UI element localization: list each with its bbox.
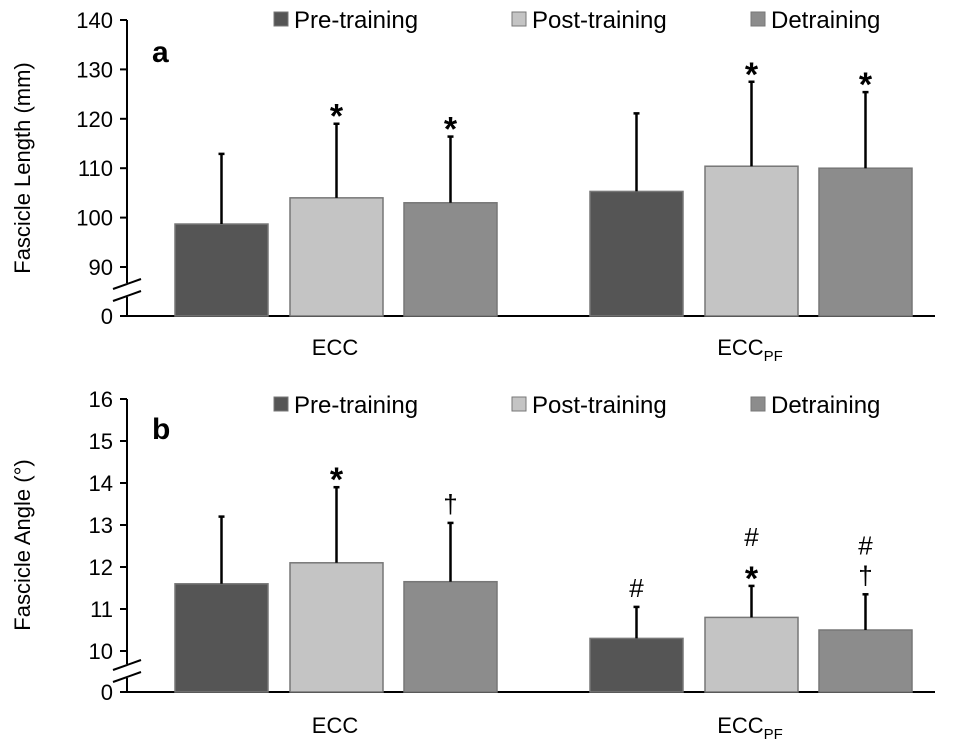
significance-marker: * xyxy=(330,98,344,136)
y-axis-label: Fascicle Angle (°) xyxy=(10,459,35,630)
bar xyxy=(174,223,269,317)
bar xyxy=(818,629,913,693)
significance-marker: * xyxy=(745,56,759,94)
panel-label: b xyxy=(152,413,170,446)
bar xyxy=(589,637,684,693)
bar xyxy=(589,190,684,317)
legend-swatch xyxy=(750,396,766,412)
bar xyxy=(289,197,384,317)
y-tick-label: 120 xyxy=(76,107,113,132)
x-category-label: ECC xyxy=(312,335,359,360)
y-tick-label: 0 xyxy=(101,680,113,705)
legend-swatch xyxy=(750,11,766,27)
legend-swatch xyxy=(511,11,527,27)
y-tick-label: 90 xyxy=(89,255,113,280)
legend-label: Pre-training xyxy=(294,392,418,419)
x-category-label: ECCPF xyxy=(717,713,783,742)
category-subscript: PF xyxy=(764,348,783,365)
bar xyxy=(818,167,913,317)
y-tick-label: 15 xyxy=(89,429,113,454)
bar xyxy=(403,580,498,693)
y-tick-label: 100 xyxy=(76,206,113,231)
y-tick-label: 10 xyxy=(89,639,113,664)
bar xyxy=(174,583,269,693)
bar xyxy=(704,165,799,317)
legend-swatch xyxy=(273,396,289,412)
legend-swatch xyxy=(273,11,289,27)
significance-marker: † xyxy=(858,560,872,590)
category-main: ECC xyxy=(717,713,764,738)
y-tick-label: 11 xyxy=(90,597,113,622)
significance-marker: * xyxy=(745,560,759,598)
bar xyxy=(289,562,384,693)
significance-marker: # xyxy=(858,530,873,560)
category-subscript: PF xyxy=(764,726,783,742)
category-main: ECC xyxy=(312,713,359,738)
legend-label: Pre-training xyxy=(294,7,418,34)
legend-swatch xyxy=(511,396,527,412)
significance-marker: * xyxy=(330,461,344,499)
category-main: ECC xyxy=(312,335,359,360)
significance-marker: * xyxy=(859,66,873,104)
y-tick-label: 13 xyxy=(89,513,113,538)
y-tick-label: 14 xyxy=(89,471,113,496)
significance-marker: * xyxy=(444,111,458,149)
y-tick-label: 0 xyxy=(101,304,113,329)
axis-break-mark xyxy=(112,290,142,302)
x-category-label: ECC xyxy=(312,713,359,738)
legend-label: Post-training xyxy=(532,7,667,34)
significance-marker: # xyxy=(744,522,759,552)
legend-label: Post-training xyxy=(532,392,667,419)
axis-break-mark xyxy=(112,671,142,683)
category-main: ECC xyxy=(717,335,764,360)
y-axis-label: Fascicle Length (mm) xyxy=(10,62,35,274)
legend-label: Detraining xyxy=(771,392,880,419)
y-tick-label: 12 xyxy=(89,555,113,580)
bar xyxy=(403,202,498,317)
bar xyxy=(704,616,799,693)
panel-label: a xyxy=(152,36,169,69)
x-category-label: ECCPF xyxy=(717,335,783,365)
axis-break-mark xyxy=(112,278,142,290)
y-tick-label: 16 xyxy=(89,387,113,412)
y-tick-label: 130 xyxy=(76,57,113,82)
y-tick-label: 110 xyxy=(78,156,113,181)
axis-break-mark xyxy=(112,659,142,671)
significance-marker: † xyxy=(443,489,457,519)
significance-marker: # xyxy=(629,573,644,603)
legend-label: Detraining xyxy=(771,7,880,34)
y-tick-label: 140 xyxy=(76,8,113,33)
